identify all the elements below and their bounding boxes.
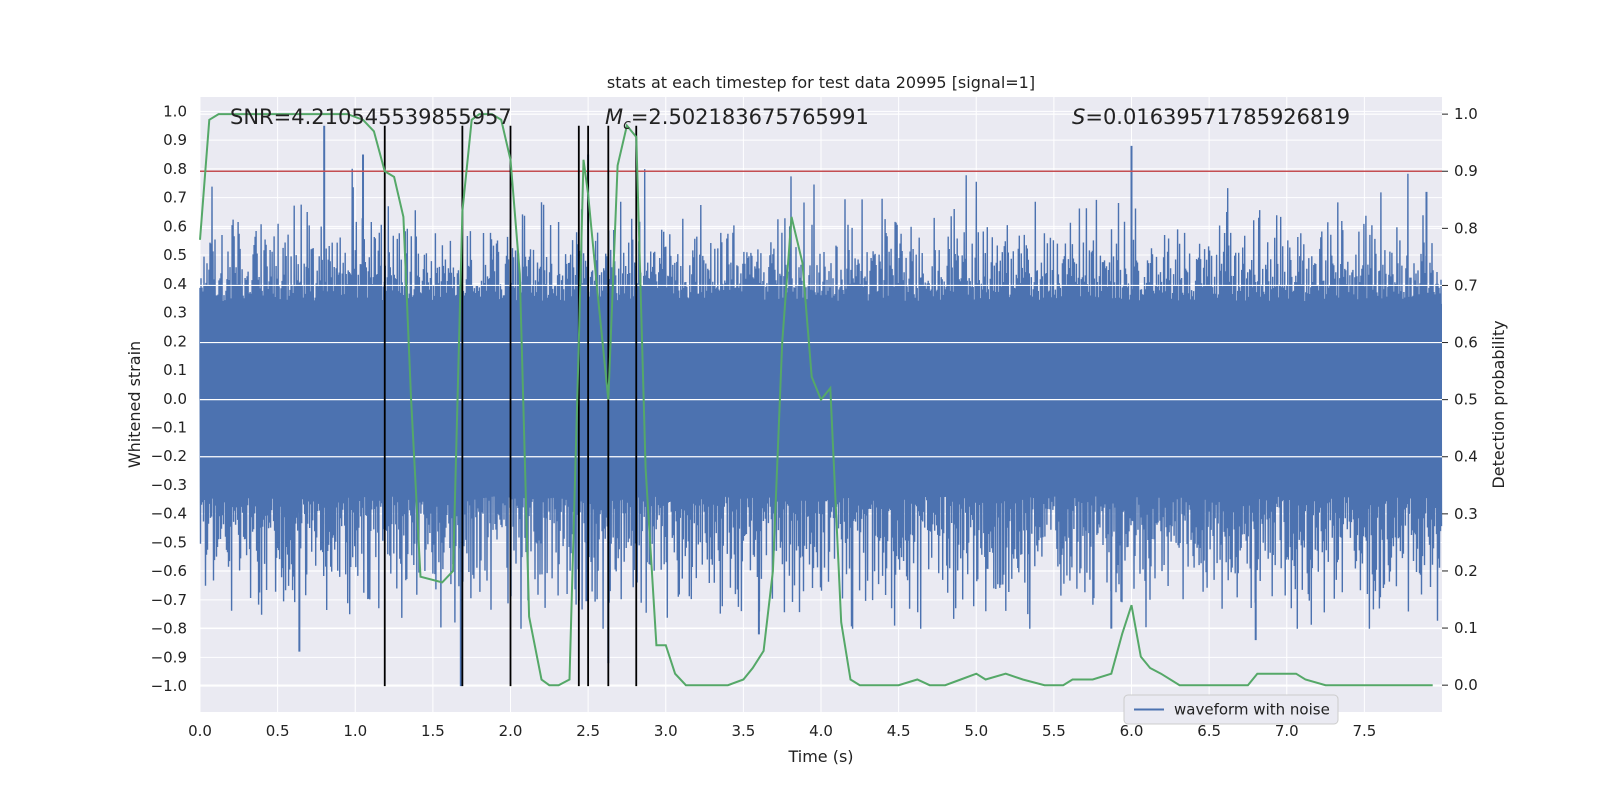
- y-left-tick-label: −0.8: [151, 620, 187, 638]
- y-left-tick-label: 0.4: [163, 275, 187, 293]
- y-left-tick-label: 1.0: [163, 102, 187, 120]
- y-left-tick-label: −0.3: [151, 476, 187, 494]
- legend: waveform with noise: [1123, 694, 1339, 725]
- s-value: =0.01639571785926819: [1085, 105, 1350, 129]
- x-tick-label: 0.0: [188, 722, 212, 740]
- y-left-tick-label: −0.2: [151, 447, 187, 465]
- legend-label-waveform: waveform with noise: [1174, 701, 1330, 719]
- mc-symbol: M: [605, 105, 623, 129]
- y-left-tick-label: 0.7: [163, 189, 187, 207]
- y-axis-left-ticks: 1.0 0.9 0.8 0.7 0.6 0.5 0.4 0.3 0.2 0.1 0.0 −0.1 −0.…: [151, 102, 187, 695]
- y-right-tick-label: 0.0: [1454, 676, 1478, 694]
- legend-box: [1123, 694, 1339, 725]
- x-tick-label: 4.5: [887, 722, 911, 740]
- y-right-tick-label: 0.2: [1454, 562, 1478, 580]
- y-left-tick-label: −0.6: [151, 562, 187, 580]
- y-left-tick-label: 0.2: [163, 332, 187, 350]
- x-tick-label: 7.0: [1275, 722, 1299, 740]
- x-tick-label: 6.0: [1120, 722, 1144, 740]
- y-left-tick-label: −0.5: [151, 533, 187, 551]
- x-tick-label: 1.5: [421, 722, 445, 740]
- y-left-tick-label: −0.4: [151, 505, 187, 523]
- detection-probability-line: [199, 113, 1433, 687]
- y-left-tick-label: 0.9: [163, 131, 187, 149]
- x-tick-label: 2.5: [576, 722, 600, 740]
- x-tick-label: 6.5: [1197, 722, 1221, 740]
- x-tick-label: 5.0: [964, 722, 988, 740]
- y-right-tick-label: 0.4: [1454, 448, 1478, 466]
- s-annotation: S=0.01639571785926819: [1072, 105, 1350, 129]
- y-axis-right-ticks: 1.0 0.9 0.8 0.7 0.6 0.5 0.4 0.3 0.2 0.1 0.0: [1442, 105, 1478, 694]
- x-tick-label: 5.5: [1042, 722, 1066, 740]
- y-axis-left-label: Whitened strain: [125, 341, 144, 468]
- y-right-tick-label: 0.7: [1454, 276, 1478, 294]
- snr-annotation: SNR=4.210545539855957: [230, 105, 512, 129]
- y-right-tick-label: 0.6: [1454, 334, 1478, 352]
- y-left-tick-label: 0.5: [163, 246, 187, 264]
- chirp-mass-annotation: Mc=2.502183675765991: [605, 105, 869, 133]
- chart-title: stats at each timestep for test data 209…: [607, 73, 1035, 92]
- mc-value: =2.502183675765991: [631, 105, 869, 129]
- x-tick-label: 7.5: [1352, 722, 1376, 740]
- y-right-tick-label: 0.5: [1454, 391, 1478, 409]
- x-tick-label: 1.0: [343, 722, 367, 740]
- y-left-tick-label: 0.3: [163, 304, 187, 322]
- mc-subscript: c: [623, 117, 631, 133]
- y-left-tick-label: 0.1: [163, 361, 187, 379]
- y-right-tick-label: 0.3: [1454, 505, 1478, 523]
- x-tick-label: 0.5: [266, 722, 290, 740]
- y-left-tick-label: 0.0: [163, 390, 187, 408]
- x-axis-ticks: 0.0 0.5 1.0 1.5 2.0 2.5 3.0 3.5 4.0 4.5 5.0 5.5 6.0 6…: [188, 722, 1376, 740]
- y-axis-right-label: Detection probability: [1489, 320, 1508, 488]
- y-right-tick-label: 0.9: [1454, 162, 1478, 180]
- y-right-tick-label: 0.1: [1454, 619, 1478, 637]
- x-axis-label: Time (s): [787, 747, 853, 766]
- x-tick-label: 3.5: [731, 722, 755, 740]
- x-tick-label: 2.0: [499, 722, 523, 740]
- x-tick-label: 4.0: [809, 722, 833, 740]
- x-tick-label: 3.0: [654, 722, 678, 740]
- y-right-tick-label: 1.0: [1454, 105, 1478, 123]
- y-left-tick-label: 0.8: [163, 160, 187, 178]
- y-left-tick-label: −0.1: [151, 418, 187, 436]
- y-left-tick-label: 0.6: [163, 217, 187, 235]
- y-left-tick-label: −0.9: [151, 648, 187, 666]
- s-symbol: S: [1072, 105, 1085, 129]
- y-left-tick-label: −1.0: [151, 677, 187, 695]
- y-left-tick-label: −0.7: [151, 591, 187, 609]
- y-right-tick-label: 0.8: [1454, 219, 1478, 237]
